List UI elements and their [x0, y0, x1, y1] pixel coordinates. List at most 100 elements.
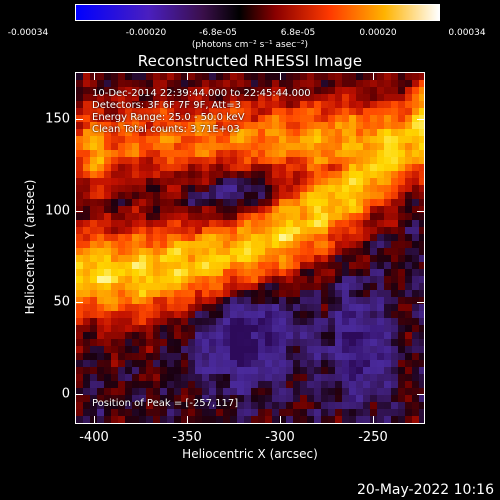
image-pixel — [258, 178, 265, 185]
image-pixel — [118, 388, 125, 395]
image-pixel — [195, 115, 202, 122]
image-pixel — [412, 206, 419, 213]
image-pixel — [195, 122, 202, 129]
image-pixel — [370, 297, 377, 304]
image-pixel — [146, 262, 153, 269]
image-pixel — [118, 311, 125, 318]
image-pixel — [286, 297, 293, 304]
image-pixel — [293, 297, 300, 304]
image-pixel — [405, 360, 412, 367]
image-pixel — [419, 115, 424, 122]
image-pixel — [174, 374, 181, 381]
image-pixel — [230, 346, 237, 353]
image-pixel — [328, 325, 335, 332]
image-pixel — [104, 255, 111, 262]
image-pixel — [97, 374, 104, 381]
image-pixel — [321, 101, 328, 108]
image-pixel — [188, 304, 195, 311]
image-pixel — [83, 388, 90, 395]
image-pixel — [167, 381, 174, 388]
image-pixel — [244, 339, 251, 346]
image-pixel — [377, 143, 384, 150]
image-pixel — [195, 136, 202, 143]
image-pixel — [363, 108, 370, 115]
image-pixel — [153, 157, 160, 164]
image-pixel — [111, 101, 118, 108]
image-pixel — [230, 185, 237, 192]
image-pixel — [349, 178, 356, 185]
image-pixel — [139, 73, 146, 80]
image-pixel — [132, 388, 139, 395]
image-pixels — [76, 73, 424, 424]
image-pixel — [181, 213, 188, 220]
image-pixel — [328, 143, 335, 150]
image-pixel — [412, 360, 419, 367]
image-pixel — [209, 262, 216, 269]
image-pixel — [104, 339, 111, 346]
image-pixel — [356, 108, 363, 115]
image-pixel — [328, 283, 335, 290]
image-pixel — [90, 199, 97, 206]
image-pixel — [139, 122, 146, 129]
image-pixel — [342, 297, 349, 304]
image-pixel — [153, 171, 160, 178]
image-pixel — [363, 423, 370, 424]
image-pixel — [118, 80, 125, 87]
image-pixel — [258, 325, 265, 332]
image-pixel — [405, 87, 412, 94]
image-pixel — [419, 192, 424, 199]
image-pixel — [335, 311, 342, 318]
image-pixel — [419, 108, 424, 115]
image-pixel — [139, 416, 146, 423]
image-pixel — [307, 220, 314, 227]
image-pixel — [384, 325, 391, 332]
image-pixel — [405, 164, 412, 171]
image-pixel — [335, 73, 342, 80]
image-pixel — [356, 409, 363, 416]
image-pixel — [111, 248, 118, 255]
image-pixel — [251, 129, 258, 136]
image-pixel — [251, 248, 258, 255]
image-pixel — [342, 395, 349, 402]
image-pixel — [83, 87, 90, 94]
image-pixel — [132, 136, 139, 143]
image-pixel — [321, 255, 328, 262]
image-pixel — [251, 276, 258, 283]
image-pixel — [300, 164, 307, 171]
image-pixel — [335, 136, 342, 143]
image-pixel — [314, 94, 321, 101]
image-pixel — [405, 269, 412, 276]
image-pixel — [76, 416, 83, 423]
image-pixel — [209, 269, 216, 276]
image-pixel — [314, 304, 321, 311]
image-pixel — [209, 178, 216, 185]
image-pixel — [307, 318, 314, 325]
image-pixel — [174, 339, 181, 346]
image-pixel — [223, 318, 230, 325]
image-pixel — [174, 269, 181, 276]
image-pixel — [405, 423, 412, 424]
image-pixel — [76, 241, 83, 248]
image-pixel — [419, 136, 424, 143]
image-pixel — [412, 227, 419, 234]
image-pixel — [139, 346, 146, 353]
image-pixel — [76, 80, 83, 87]
image-pixel — [237, 73, 244, 80]
image-pixel — [160, 262, 167, 269]
image-pixel — [363, 213, 370, 220]
image-pixel — [76, 150, 83, 157]
image-pixel — [90, 276, 97, 283]
image-pixel — [209, 150, 216, 157]
image-pixel — [321, 227, 328, 234]
image-pixel — [314, 409, 321, 416]
image-pixel — [335, 234, 342, 241]
image-pixel — [356, 360, 363, 367]
image-pixel — [300, 115, 307, 122]
image-pixel — [216, 241, 223, 248]
image-pixel — [258, 409, 265, 416]
image-pixel — [328, 395, 335, 402]
image-pixel — [118, 199, 125, 206]
image-pixel — [97, 136, 104, 143]
image-pixel — [97, 87, 104, 94]
image-pixel — [321, 108, 328, 115]
